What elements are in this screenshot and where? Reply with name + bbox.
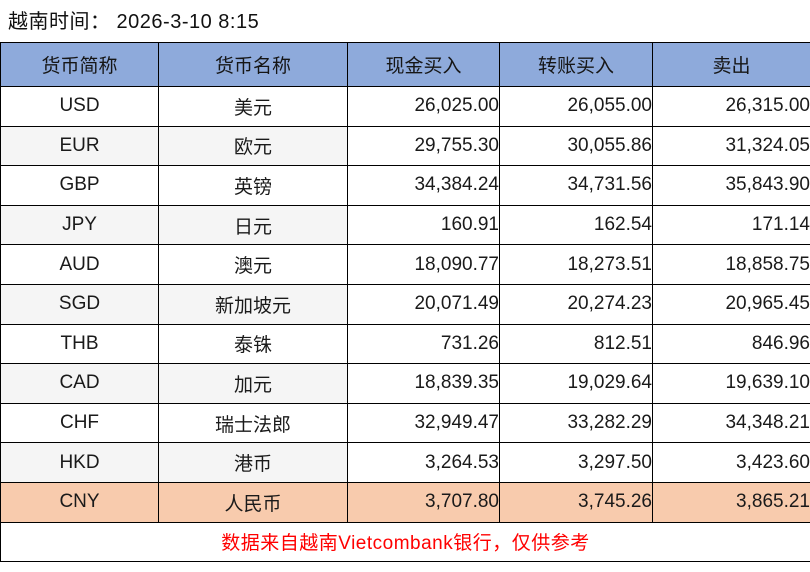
page-title: 越南时间： 2026-3-10 8:15 [8, 11, 260, 33]
rate-row-cad: CAD 加元 18,839.35 19,029.64 19,639.10 [0, 363, 810, 404]
sell-cell: 3,865.21 [652, 481, 810, 523]
transfer-buy-cell: 30,055.86 [499, 125, 653, 167]
sell-cell: 31,324.05 [652, 125, 810, 167]
currency-code-cell: CAD [0, 363, 159, 404]
rate-row-usd: USD 美元 26,025.00 26,055.00 26,315.00 [0, 86, 810, 127]
currency-code-cell: JPY [0, 204, 159, 246]
rate-row-hkd: HKD 港币 3,264.53 3,297.50 3,423.60 [0, 442, 810, 483]
source-note: 数据来自越南Vietcombank银行，仅供参考 [0, 521, 810, 563]
rate-row-eur: EUR 欧元 29,755.30 30,055.86 31,324.05 [0, 125, 810, 167]
header-row: 货币简称 货币名称 现金买入 转账买入 卖出 [0, 42, 810, 87]
rate-row-thb: THB 泰铢 731.26 812.51 846.96 [0, 323, 810, 365]
sell-cell: 35,843.90 [652, 165, 810, 206]
cash-buy-cell: 160.91 [347, 204, 500, 246]
currency-name-cell: 新加坡元 [158, 283, 348, 325]
cash-buy-cell: 29,755.30 [347, 125, 500, 167]
sell-cell: 171.14 [652, 204, 810, 246]
source-note-row: 数据来自越南Vietcombank银行，仅供参考 [0, 521, 810, 563]
rate-row-chf: CHF 瑞士法郎 32,949.47 33,282.29 34,348.21 [0, 402, 810, 444]
currency-name-cell: 日元 [158, 204, 348, 246]
sell-cell: 846.96 [652, 323, 810, 365]
rate-row-jpy: JPY 日元 160.91 162.54 171.14 [0, 204, 810, 246]
currency-code-cell: CHF [0, 402, 159, 444]
currency-code-cell: EUR [0, 125, 159, 167]
currency-code-cell: USD [0, 86, 159, 127]
header-cash-buy: 现金买入 [347, 42, 500, 87]
currency-name-cell: 欧元 [158, 125, 348, 167]
sell-cell: 18,858.75 [652, 244, 810, 285]
cash-buy-cell: 34,384.24 [347, 165, 500, 206]
currency-code-cell: THB [0, 323, 159, 365]
currency-name-cell: 瑞士法郎 [158, 402, 348, 444]
transfer-buy-cell: 26,055.00 [499, 86, 653, 127]
currency-name-cell: 美元 [158, 86, 348, 127]
sell-cell: 19,639.10 [652, 363, 810, 404]
cash-buy-cell: 18,839.35 [347, 363, 500, 404]
rate-row-gbp: GBP 英镑 34,384.24 34,731.56 35,843.90 [0, 165, 810, 206]
transfer-buy-cell: 18,273.51 [499, 244, 653, 285]
rate-row-cny-highlighted: CNY 人民币 3,707.80 3,745.26 3,865.21 [0, 481, 810, 523]
transfer-buy-cell: 34,731.56 [499, 165, 653, 206]
transfer-buy-cell: 812.51 [499, 323, 653, 365]
currency-code-cell: CNY [0, 481, 159, 523]
currency-name-cell: 泰铢 [158, 323, 348, 365]
header-currency-code: 货币简称 [0, 42, 159, 87]
cash-buy-cell: 26,025.00 [347, 86, 500, 127]
currency-code-cell: SGD [0, 283, 159, 325]
transfer-buy-cell: 33,282.29 [499, 402, 653, 444]
cash-buy-cell: 32,949.47 [347, 402, 500, 444]
header-transfer-buy: 转账买入 [499, 42, 653, 87]
transfer-buy-cell: 19,029.64 [499, 363, 653, 404]
currency-name-cell: 加元 [158, 363, 348, 404]
currency-code-cell: AUD [0, 244, 159, 285]
currency-code-cell: GBP [0, 165, 159, 206]
sell-cell: 3,423.60 [652, 442, 810, 483]
rate-row-sgd: SGD 新加坡元 20,071.49 20,274.23 20,965.45 [0, 283, 810, 325]
cash-buy-cell: 731.26 [347, 323, 500, 365]
currency-name-cell: 澳元 [158, 244, 348, 285]
cash-buy-cell: 3,707.80 [347, 481, 500, 523]
sell-cell: 34,348.21 [652, 402, 810, 444]
sell-cell: 26,315.00 [652, 86, 810, 127]
currency-name-cell: 人民币 [158, 481, 348, 523]
currency-name-cell: 英镑 [158, 165, 348, 206]
cash-buy-cell: 18,090.77 [347, 244, 500, 285]
header-currency-name: 货币名称 [158, 42, 348, 87]
rates-table: 货币简称 货币名称 现金买入 转账买入 卖出 USD 美元 26,025.00 … [0, 42, 810, 563]
sell-cell: 20,965.45 [652, 283, 810, 325]
cash-buy-cell: 3,264.53 [347, 442, 500, 483]
transfer-buy-cell: 3,745.26 [499, 481, 653, 523]
currency-code-cell: HKD [0, 442, 159, 483]
transfer-buy-cell: 162.54 [499, 204, 653, 246]
transfer-buy-cell: 20,274.23 [499, 283, 653, 325]
rate-row-aud: AUD 澳元 18,090.77 18,273.51 18,858.75 [0, 244, 810, 285]
header-sell: 卖出 [652, 42, 810, 87]
cash-buy-cell: 20,071.49 [347, 283, 500, 325]
currency-name-cell: 港币 [158, 442, 348, 483]
transfer-buy-cell: 3,297.50 [499, 442, 653, 483]
